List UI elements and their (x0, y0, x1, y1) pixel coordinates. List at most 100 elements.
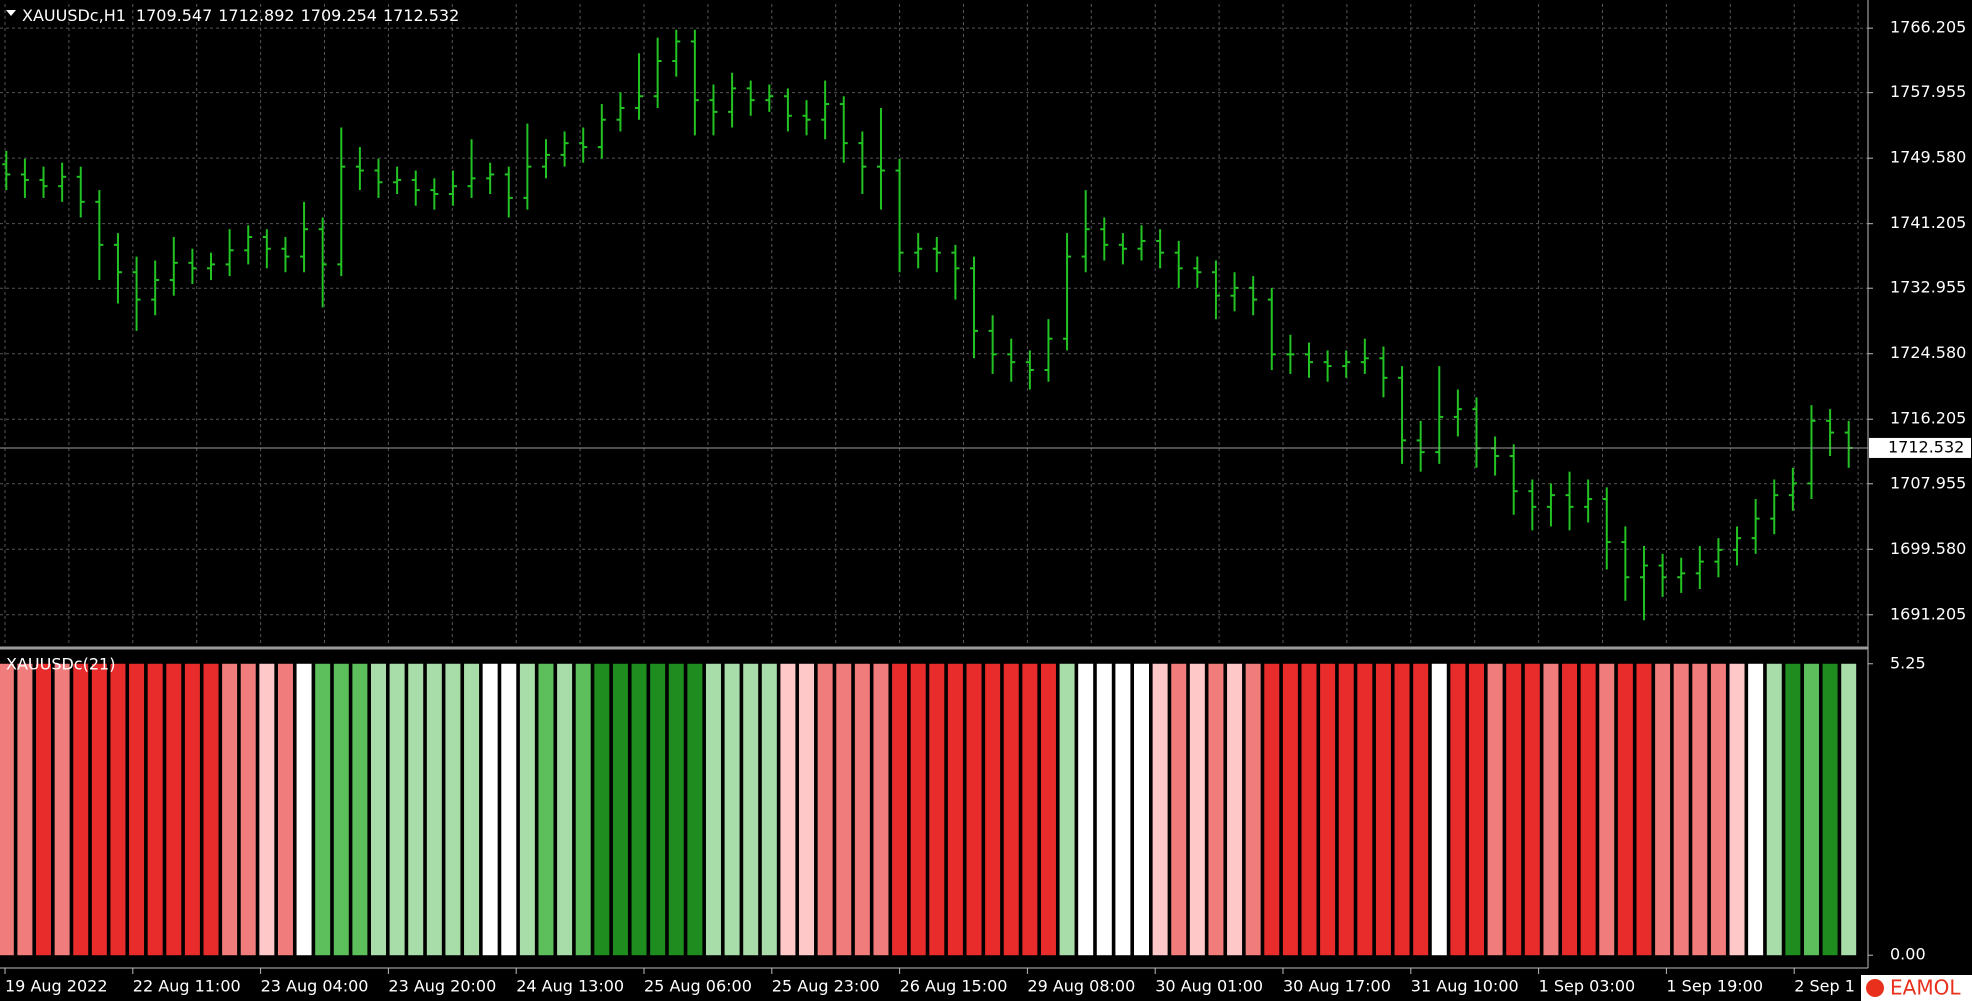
histogram-bar (1636, 663, 1652, 956)
histogram-bar (594, 663, 610, 956)
y-tick-label: 1707.955 (1890, 473, 1966, 492)
header-open: 1709.547 (136, 6, 212, 25)
histogram-bar (371, 663, 386, 956)
histogram-bar (873, 663, 889, 956)
histogram-bar (184, 663, 200, 956)
header-low: 1709.254 (301, 6, 377, 25)
histogram-bar (1282, 663, 1298, 956)
histogram-bar (538, 663, 554, 956)
histogram-bar (464, 663, 480, 956)
histogram-bar (1841, 663, 1857, 956)
histogram-bar (501, 663, 517, 956)
histogram-bar (1338, 663, 1354, 956)
histogram-bar (91, 663, 107, 956)
watermark-text: EAMOL (1890, 976, 1961, 1000)
histogram-bar (892, 663, 908, 956)
histogram-bar (36, 663, 52, 956)
histogram-bar (1673, 663, 1689, 956)
x-tick-label: 26 Aug 15:00 (900, 977, 1008, 996)
x-tick-label: 29 Aug 08:00 (1027, 977, 1135, 996)
histogram-bar (1375, 663, 1391, 956)
histogram-bar (1208, 663, 1224, 956)
x-tick-label: 22 Aug 11:00 (133, 977, 241, 996)
histogram-bar (389, 663, 405, 956)
histogram-bar (724, 663, 740, 956)
histogram-bar (73, 663, 89, 956)
x-tick-label: 2 Sep 1 (1794, 977, 1855, 996)
histogram-bar (743, 663, 759, 956)
y-tick-label: 1757.955 (1890, 82, 1966, 101)
menu-triangle[interactable] (6, 10, 16, 16)
histogram-bar (277, 663, 293, 956)
histogram-bar (1524, 663, 1540, 956)
watermark: EAMOL (1861, 975, 1972, 1001)
histogram-bar (482, 663, 498, 956)
histogram-bar (1078, 663, 1094, 956)
y-tick-label: 1691.205 (1890, 604, 1966, 623)
histogram-bar (1543, 663, 1559, 956)
histogram-bar (1710, 663, 1726, 956)
x-tick-label: 30 Aug 17:00 (1283, 977, 1391, 996)
symbol: XAUUSDc,H1 (22, 6, 126, 25)
histogram-bar (1115, 663, 1131, 956)
histogram-bar (1822, 663, 1838, 956)
histogram-bar (854, 663, 870, 956)
histogram-bar (1096, 663, 1112, 956)
histogram-bar (929, 663, 945, 956)
y-tick-label: 5.25 (1890, 653, 1926, 672)
x-tick-label: 24 Aug 13:00 (516, 977, 624, 996)
histogram-bar (947, 663, 963, 956)
histogram-bar (1134, 663, 1150, 956)
histogram-bar (1506, 663, 1522, 956)
watermark-logo (1866, 979, 1884, 997)
histogram-bar (1227, 663, 1243, 956)
histogram-bar (1766, 663, 1782, 956)
histogram-bar (1301, 663, 1317, 956)
y-tick-label: 1749.580 (1890, 148, 1966, 167)
histogram-bar (966, 663, 982, 956)
histogram-bar (519, 663, 535, 956)
histogram-bar (1320, 663, 1336, 956)
histogram-bar (0, 663, 14, 956)
x-tick-label: 23 Aug 20:00 (388, 977, 496, 996)
histogram-bar (1487, 663, 1503, 956)
histogram-bar (203, 663, 219, 956)
histogram-bar (240, 663, 256, 956)
y-tick-label: 1716.205 (1890, 409, 1966, 428)
histogram-bar (333, 663, 349, 956)
histogram-bar (222, 663, 238, 956)
histogram-bar (1394, 663, 1410, 956)
grid (0, 4, 1868, 645)
histogram-bar (166, 663, 182, 956)
histogram-bar (1785, 663, 1801, 956)
histogram-bar (1655, 663, 1671, 956)
histogram-bar (426, 663, 442, 956)
x-tick-label: 23 Aug 04:00 (261, 977, 369, 996)
histogram-bar (1599, 663, 1615, 956)
x-tick-label: 31 Aug 10:00 (1411, 977, 1519, 996)
histogram-bar (668, 663, 684, 956)
y-tick-label: 0.00 (1890, 945, 1926, 964)
histogram-bar (147, 663, 163, 956)
y-tick-label: 1724.580 (1890, 343, 1966, 362)
histogram-bar (1617, 663, 1633, 956)
indicator-title: XAUUSDc(21) (6, 655, 115, 674)
histogram-bar (1245, 663, 1261, 956)
histogram-bar (259, 663, 275, 956)
header-close: 1712.532 (383, 6, 459, 25)
histogram-bar (296, 663, 312, 956)
histogram-bar (1040, 663, 1056, 956)
histogram-bar (631, 663, 647, 956)
histogram-bar (352, 663, 368, 956)
current-price-label: 1712.532 (1888, 437, 1964, 456)
histogram-bar (910, 663, 926, 956)
labels: 1766.205 1757.955 1749.580 1741.205 1732.955… (4, 18, 1971, 996)
histogram-bar (780, 663, 796, 956)
histogram-bar (1562, 663, 1578, 956)
histogram-bar (129, 663, 145, 956)
histogram-bar (54, 663, 70, 956)
current-price-box (1869, 437, 1971, 458)
histogram-bar (1022, 663, 1038, 956)
histogram-bar (1413, 663, 1429, 956)
